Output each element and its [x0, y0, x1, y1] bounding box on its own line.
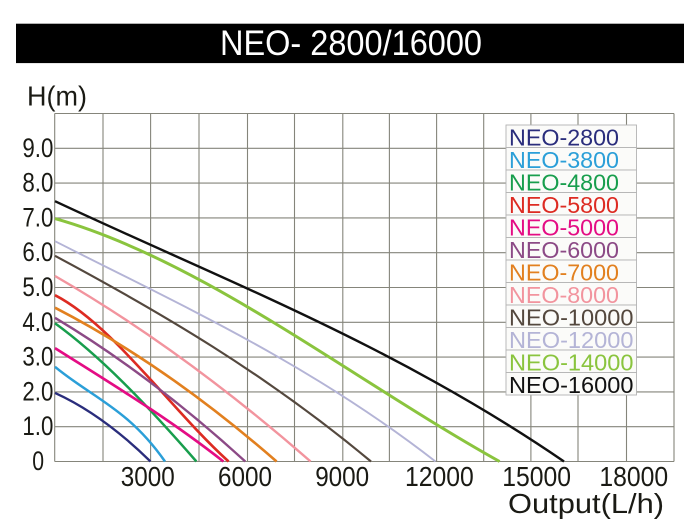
svg-text:NEO-12000: NEO-12000	[509, 327, 634, 353]
svg-text:9.0: 9.0	[22, 133, 53, 163]
svg-text:1.0: 1.0	[22, 411, 53, 441]
svg-text:2.0: 2.0	[22, 376, 53, 406]
svg-text:18000: 18000	[599, 461, 668, 492]
svg-text:NEO-8000: NEO-8000	[509, 282, 619, 308]
svg-text:NEO-3800: NEO-3800	[509, 147, 619, 173]
svg-text:NEO-4800: NEO-4800	[509, 170, 619, 196]
svg-text:7.0: 7.0	[22, 202, 53, 232]
svg-text:NEO- 2800/16000: NEO- 2800/16000	[220, 24, 482, 63]
svg-text:Output(L/h): Output(L/h)	[508, 488, 664, 519]
svg-text:6.0: 6.0	[22, 237, 53, 267]
svg-text:NEO-5800: NEO-5800	[509, 192, 619, 218]
svg-text:15000: 15000	[502, 461, 571, 492]
svg-text:NEO-10000: NEO-10000	[509, 305, 634, 331]
svg-text:NEO-2800: NEO-2800	[509, 125, 619, 151]
svg-text:12000: 12000	[405, 461, 474, 492]
svg-text:NEO-6000: NEO-6000	[509, 237, 619, 263]
svg-text:5.0: 5.0	[22, 272, 53, 302]
svg-text:H(m): H(m)	[27, 81, 87, 112]
svg-text:8.0: 8.0	[22, 168, 53, 198]
svg-text:3.0: 3.0	[22, 342, 53, 372]
svg-text:6000: 6000	[218, 461, 272, 492]
svg-text:0: 0	[32, 446, 44, 476]
svg-text:3000: 3000	[121, 461, 175, 492]
svg-text:4.0: 4.0	[22, 307, 53, 337]
svg-text:9000: 9000	[315, 461, 369, 492]
svg-text:NEO-7000: NEO-7000	[509, 260, 619, 286]
svg-text:NEO-5000: NEO-5000	[509, 215, 619, 241]
svg-text:NEO-14000: NEO-14000	[509, 350, 634, 376]
svg-text:NEO-16000: NEO-16000	[509, 372, 634, 398]
